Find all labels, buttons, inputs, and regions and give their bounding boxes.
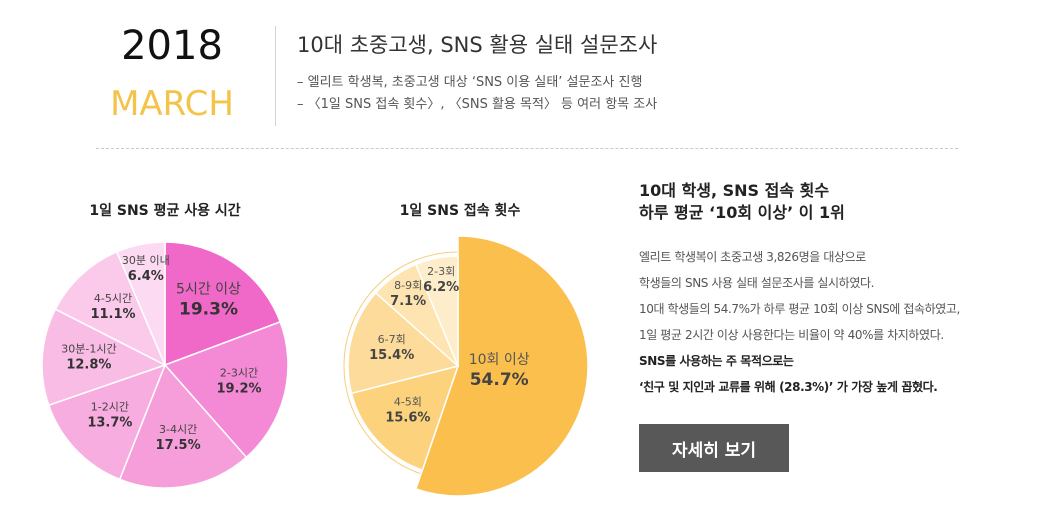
pie-slice: [414, 255, 459, 367]
slice-label: 30분 이내: [122, 254, 170, 267]
slice-label: 1-2시간: [91, 401, 129, 414]
slice-value: 6.2%: [423, 280, 459, 295]
pie-slice: [164, 241, 282, 367]
pie-slice: [118, 363, 248, 489]
slice-label: 8-9회: [394, 279, 422, 292]
pie-slice: [54, 250, 167, 367]
description-line: SNS를 사용하는 주 목적으로는: [639, 354, 794, 368]
pie-chart-access-count: 10회 이상 54.7% 4-5회 15.6% 6-7회 15.4% 8-9회 7.1% 2-3…: [343, 235, 589, 497]
slice-value: 19.3%: [179, 299, 238, 319]
slice-label: 2-3시간: [220, 367, 258, 380]
year: 2018: [121, 23, 223, 69]
slice-value: 13.7%: [87, 416, 132, 431]
description-line: 10대 학생들의 54.7%가 하루 평균 10회 이상 SNS에 접속하였고,: [639, 302, 960, 316]
pie-slice: [414, 235, 589, 497]
description-line: 엘리트 학생복이 초중고생 3,826명을 대상으로: [639, 250, 866, 264]
survey-title: 10대 초중고생, SNS 활용 실태 설문조사: [297, 33, 658, 57]
survey-bullet: – 엘리트 학생복, 초중고생 대상 ‘SNS 이용 실태’ 설문조사 진행: [297, 75, 643, 90]
slice-value: 15.6%: [385, 410, 430, 425]
slice-label: 5시간 이상: [176, 281, 241, 297]
description-line: 1일 평균 2시간 이상 사용한다는 비율이 약 40%를 차지하였다.: [639, 328, 944, 342]
slice-label: 4-5회: [394, 395, 422, 408]
pie-chart-usage-time: 5시간 이상 19.3% 2-3시간 19.2% 3-4시간 17.5% 1-2시간 13.7…: [41, 241, 289, 489]
slice-label: 4-5시간: [94, 292, 132, 305]
summary-panel: 10대 학생, SNS 접속 횟수 하루 평균 ‘10회 이상’ 이 1위 엘리…: [639, 180, 1039, 400]
slice-label: 2-3회: [427, 265, 455, 278]
slice-value: 15.4%: [369, 348, 414, 363]
summary-headline: 10대 학생, SNS 접속 횟수 하루 평균 ‘10회 이상’ 이 1위: [639, 180, 1039, 224]
month: MARCH: [110, 84, 234, 124]
description-line: 학생들의 SNS 사용 실태 설문조사를 실시하였다.: [639, 276, 875, 290]
survey-header: 10대 초중고생, SNS 활용 실태 설문조사 – 엘리트 학생복, 초중고생…: [297, 30, 997, 116]
headline-line: 10대 학생, SNS 접속 횟수: [639, 181, 830, 200]
headline-line: 하루 평균 ‘10회 이상’ 이 1위: [639, 203, 845, 222]
vertical-divider: [275, 26, 276, 126]
slice-value: 11.1%: [90, 307, 135, 322]
slice-label: 30분-1시간: [61, 343, 116, 356]
dashed-divider: [96, 148, 958, 149]
description-line: ‘친구 및 지인과 교류를 위해 (28.3%)’ 가 가장 높게 꼽혔다.: [639, 380, 938, 394]
slice-value: 7.1%: [390, 294, 426, 309]
pie-slice: [41, 308, 167, 407]
pie-slice: [347, 291, 460, 395]
slice-value: 54.7%: [470, 370, 529, 390]
chart-title-access-count: 1일 SNS 접속 횟수: [399, 203, 521, 219]
slice-label: 10회 이상: [469, 352, 530, 368]
pie-slice: [350, 364, 460, 472]
slice-value: 6.4%: [128, 269, 164, 284]
chart-title-usage-time: 1일 SNS 평균 사용 시간: [89, 203, 241, 219]
slice-value: 12.8%: [66, 358, 111, 373]
survey-bullet: – 〈1일 SNS 접속 횟수〉, 〈SNS 활용 목적〉 등 여러 항목 조사: [297, 97, 658, 112]
slice-value: 17.5%: [156, 438, 201, 453]
slice-value: 19.2%: [216, 382, 261, 397]
pie-slice: [115, 241, 166, 366]
pie-slice: [163, 320, 289, 459]
pie-slice: [47, 363, 167, 481]
slice-label: 3-4시간: [159, 423, 197, 436]
view-details-button[interactable]: 자세히 보기: [639, 424, 789, 472]
slice-label: 6-7회: [378, 333, 406, 346]
date-block: 2018 MARCH: [92, 22, 252, 126]
summary-description: 엘리트 학생복이 초중고생 3,826명을 대상으로 학생들의 SNS 사용 실…: [639, 244, 1039, 400]
